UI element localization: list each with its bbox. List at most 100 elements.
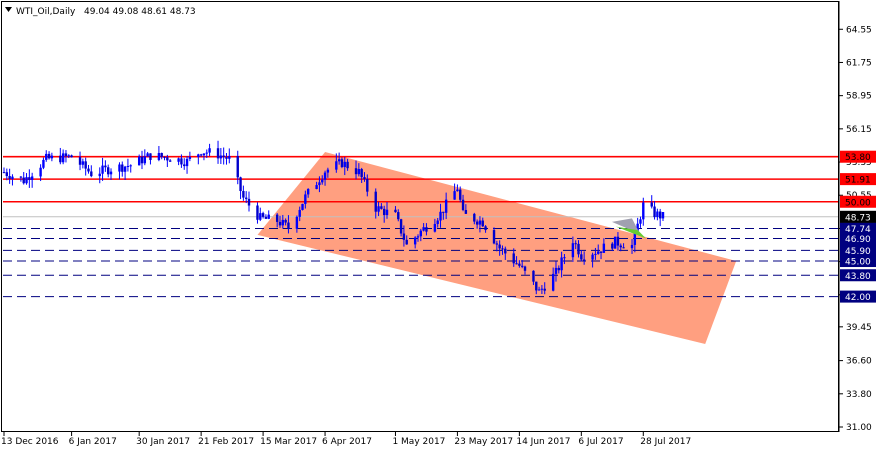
- time-tick-label: 13 Dec 2016: [1, 437, 59, 447]
- candle: [199, 153, 203, 157]
- candle: [45, 150, 48, 162]
- price-tick-label: 56.15: [846, 125, 872, 135]
- candle: [337, 152, 341, 165]
- price-tick-label: 61.75: [846, 58, 872, 68]
- time-tick-label: 15 Mar 2017: [260, 437, 317, 447]
- candle: [202, 153, 206, 161]
- candle: [39, 164, 42, 182]
- candle: [591, 252, 594, 268]
- price-tick-label: 36.60: [846, 357, 872, 367]
- candle: [318, 176, 321, 193]
- support-price-tag: 46.90: [840, 232, 876, 245]
- time-tick-label: 6 Jan 2017: [69, 437, 117, 447]
- candle: [64, 150, 68, 163]
- candle: [613, 236, 617, 249]
- time-axis: 13 Dec 2016 6 Jan 2017 30 Jan 2017 21 Feb 2…: [1, 432, 691, 447]
- candle: [306, 188, 310, 198]
- svg-text:50.00: 50.00: [845, 198, 871, 208]
- candle: [461, 194, 465, 212]
- candle: [661, 211, 665, 222]
- candle: [580, 250, 583, 262]
- time-tick-label: 6 Apr 2017: [322, 437, 372, 447]
- candle: [335, 153, 338, 173]
- candle: [366, 174, 369, 197]
- candle: [343, 156, 346, 176]
- candle: [557, 265, 560, 274]
- candle: [256, 202, 259, 224]
- candle: [520, 260, 524, 269]
- candle: [397, 209, 400, 222]
- support-price-tag: 47.74: [840, 222, 876, 235]
- candle: [137, 154, 141, 166]
- candle: [87, 164, 90, 174]
- current-price-tag: 48.73: [840, 210, 876, 223]
- candle: [554, 261, 558, 282]
- candle: [656, 208, 659, 221]
- candle: [323, 170, 327, 186]
- candle: [19, 175, 23, 182]
- candle: [616, 232, 620, 251]
- candle: [216, 140, 220, 164]
- candle: [413, 236, 417, 249]
- candle: [109, 168, 113, 181]
- candle: [419, 228, 423, 242]
- candle: [382, 205, 386, 223]
- candle: [236, 150, 239, 185]
- candle: [340, 157, 344, 169]
- candle: [504, 246, 507, 260]
- candle: [78, 151, 82, 171]
- candle: [484, 225, 487, 233]
- candle: [180, 154, 183, 168]
- candle: [244, 191, 248, 204]
- candle: [473, 212, 476, 225]
- candle: [535, 281, 538, 295]
- candle: [456, 184, 459, 192]
- candle: [658, 208, 662, 227]
- time-tick-label: 14 Jun 2017: [516, 437, 570, 447]
- candle: [278, 215, 282, 228]
- candle: [321, 175, 324, 185]
- candle: [523, 265, 527, 275]
- candle: [501, 245, 504, 255]
- candle: [166, 154, 169, 167]
- candle: [512, 248, 515, 267]
- svg-text:43.80: 43.80: [845, 272, 871, 282]
- time-tick-label: 28 Jul 2017: [640, 437, 691, 447]
- candle: [399, 218, 403, 237]
- candle: [515, 256, 518, 265]
- candle: [261, 211, 265, 219]
- chart-header: WTI_Oil,Daily 49.04 49.08 48.61 48.73: [5, 7, 196, 17]
- candle: [636, 217, 639, 231]
- candle: [22, 171, 25, 185]
- candle: [475, 219, 479, 229]
- candle: [84, 157, 87, 176]
- support-price-tag: 43.80: [840, 269, 876, 282]
- candle: [518, 260, 521, 268]
- candle: [602, 238, 606, 253]
- candle: [453, 183, 456, 200]
- price-tick-label: 31.00: [846, 423, 872, 433]
- candle: [394, 206, 397, 213]
- candle: [168, 159, 172, 162]
- candle: [8, 168, 11, 184]
- collapse-triangle-icon[interactable]: [5, 7, 12, 12]
- candle: [422, 223, 425, 232]
- candle: [622, 243, 625, 249]
- candle: [188, 151, 192, 162]
- candle: [59, 147, 62, 165]
- price-tick-label: 53.35: [846, 158, 872, 168]
- candle: [346, 158, 349, 171]
- candle: [104, 160, 107, 172]
- resistance-price-tag: 53.80: [840, 150, 876, 163]
- candle: [495, 240, 499, 252]
- candle: [30, 172, 34, 188]
- candle: [281, 214, 285, 229]
- candle: [402, 225, 406, 247]
- candle: [492, 227, 496, 245]
- candle: [439, 203, 442, 228]
- candle: [129, 164, 132, 173]
- candle: [98, 167, 101, 184]
- time-tick-label: 1 May 2017: [392, 437, 445, 447]
- candle: [650, 195, 653, 209]
- candle: [357, 163, 361, 177]
